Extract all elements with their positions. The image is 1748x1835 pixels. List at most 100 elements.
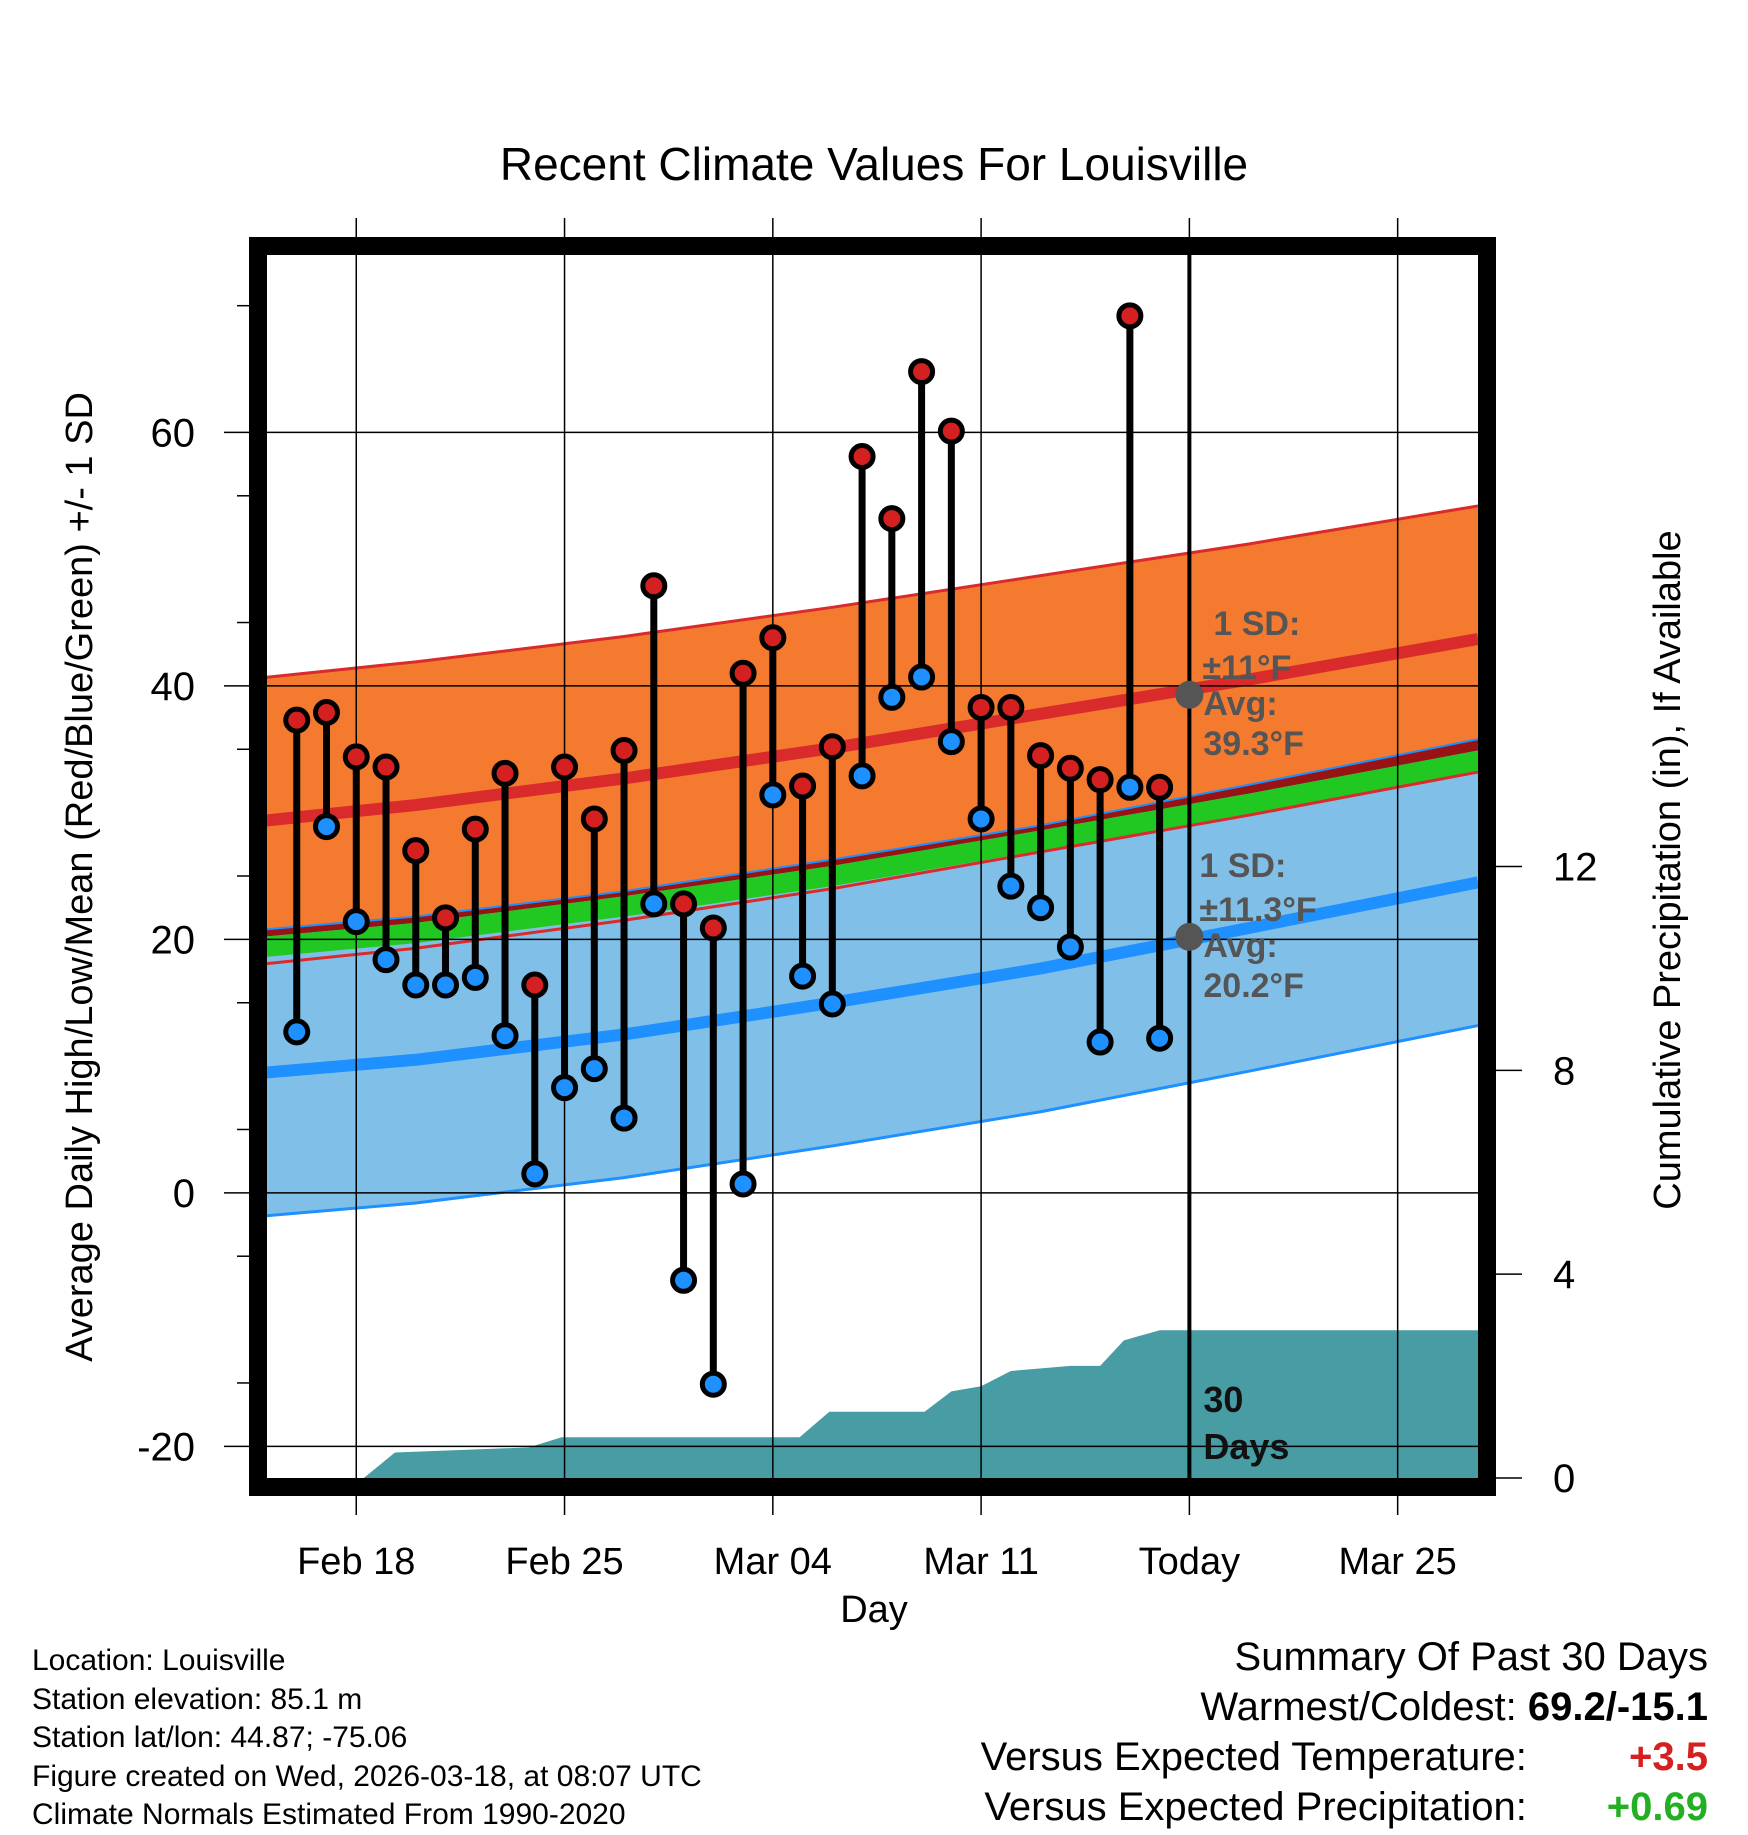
daily-high-point [1116,302,1144,330]
y-tick-label-left: -20 [137,1425,195,1469]
daily-low-point [283,1018,311,1046]
daily-low-point [580,1055,608,1083]
daily-low-point [908,663,936,691]
temp-departure-value: +3.5 [1629,1735,1708,1779]
y-tick-label-left: 0 [173,1172,195,1216]
daily-low-point [313,813,341,841]
high-avg-value: 39.3°F [1203,725,1304,763]
plot-frame [249,237,1496,1496]
daily-high-point [937,417,965,445]
x-axis-label: Day [840,1589,908,1631]
high-avg-marker [1175,680,1204,709]
daily-low-point [670,1266,698,1294]
x-tick-label: Today [1139,1541,1240,1583]
daily-low-point [818,990,846,1018]
temp-departure-label: Versus Expected Temperature: [980,1735,1527,1779]
high-avg-label: Avg: [1203,685,1277,723]
x-tick-label: Mar 11 [923,1541,1038,1583]
daily-low-point [640,890,668,918]
y-axis-label-left: Average Daily High/Low/Mean (Red/Blue/Gr… [59,392,101,1362]
daily-high-point [640,572,668,600]
daily-high-point [432,904,460,932]
daily-high-point [1027,742,1055,770]
daily-high-point [997,693,1025,721]
daily-high-point [1146,773,1174,801]
low-avg-marker [1175,922,1204,951]
low-avg-label: Avg: [1203,927,1277,965]
daily-high-point [521,971,549,999]
y-axis-label-right: Cumulative Precipitation (in), If Availa… [1647,530,1689,1209]
daily-high-point [580,805,608,833]
x-tick-label: Mar 04 [714,1541,832,1583]
daily-low-point [432,971,460,999]
daily-high-point [610,737,638,765]
daily-low-point [848,762,876,790]
x-tick-label: Feb 25 [505,1541,623,1583]
window-label-number: 30 [1203,1379,1243,1420]
window-label-days: Days [1203,1426,1289,1467]
y-tick-label-left: 60 [151,411,196,455]
daily-low-point [521,1160,549,1188]
daily-low-point [342,908,370,936]
daily-high-point [461,815,489,843]
daily-low-point [610,1104,638,1132]
summary-title: Summary Of Past 30 Days [1234,1635,1708,1679]
daily-low-point [402,971,430,999]
daily-high-point [1056,754,1084,782]
daily-low-point [759,781,787,809]
daily-low-point [551,1074,579,1102]
daily-high-point [908,358,936,386]
daily-low-point [699,1370,727,1398]
warmest-coldest-value: 69.2/-15.1 [1527,1685,1708,1729]
daily-low-point [729,1170,757,1198]
daily-high-point [759,624,787,652]
daily-high-point [551,753,579,781]
daily-low-point [372,946,400,974]
high-sd-label: 1 SD: [1213,605,1300,643]
daily-low-point [1027,894,1055,922]
daily-high-point [402,837,430,865]
daily-high-point [372,753,400,781]
daily-low-point [1116,773,1144,801]
low-sd-label: 1 SD: [1199,847,1286,885]
daily-low-point [789,962,817,990]
low-sd-value: ±11.3°F [1199,891,1316,929]
summary-panel: Summary Of Past 30 Days Warmest/Coldest:… [981,1632,1708,1832]
daily-high-point [313,699,341,727]
daily-high-point [967,693,995,721]
high-upper-line [262,504,1479,680]
y-tick-label-right: 8 [1553,1049,1575,1093]
low-avg-value: 20.2°F [1203,967,1304,1005]
daily-low-point [1086,1028,1114,1056]
daily-low-point [937,728,965,756]
daily-high-point [818,733,846,761]
climate-chart: Recent Climate Values For Louisville Feb… [59,138,1689,1631]
precip-departure-value: +0.69 [1606,1785,1708,1829]
precip-area [262,1330,1478,1478]
created-text: Figure created on Wed, 2026-03-18, at 08… [32,1759,702,1793]
daily-high-point [1086,766,1114,794]
elevation-text: Station elevation: 85.1 m [32,1682,363,1716]
daily-high-point [342,743,370,771]
location-text: Location: Louisville [32,1644,286,1677]
precip-departure-label: Versus Expected Precipitation: [984,1785,1527,1829]
daily-high-point [491,759,519,787]
x-tick-label: Mar 25 [1339,1541,1457,1583]
high-sd-value: ±11°F [1202,649,1291,687]
warmest-coldest-label: Warmest/Coldest: [1200,1685,1517,1729]
daily-low-point [461,963,489,991]
daily-low-point [491,1022,519,1050]
daily-low-point [878,683,906,711]
y-tick-label-right: 0 [1553,1457,1575,1501]
daily-low-point [967,805,995,833]
y-tick-label-right: 4 [1553,1253,1575,1297]
low-lower-line [262,1024,1479,1218]
latlon-text: Station lat/lon: 44.87; -75.06 [32,1721,408,1754]
daily-high-point [789,772,817,800]
y-tick-label-right: 12 [1553,846,1598,890]
chart-title: Recent Climate Values For Louisville [500,138,1248,190]
x-tick-label: Feb 18 [297,1541,415,1583]
y-tick-label-left: 40 [151,665,196,709]
daily-high-point [878,505,906,533]
station-info: Location: Louisville Station elevation: … [32,1642,702,1835]
